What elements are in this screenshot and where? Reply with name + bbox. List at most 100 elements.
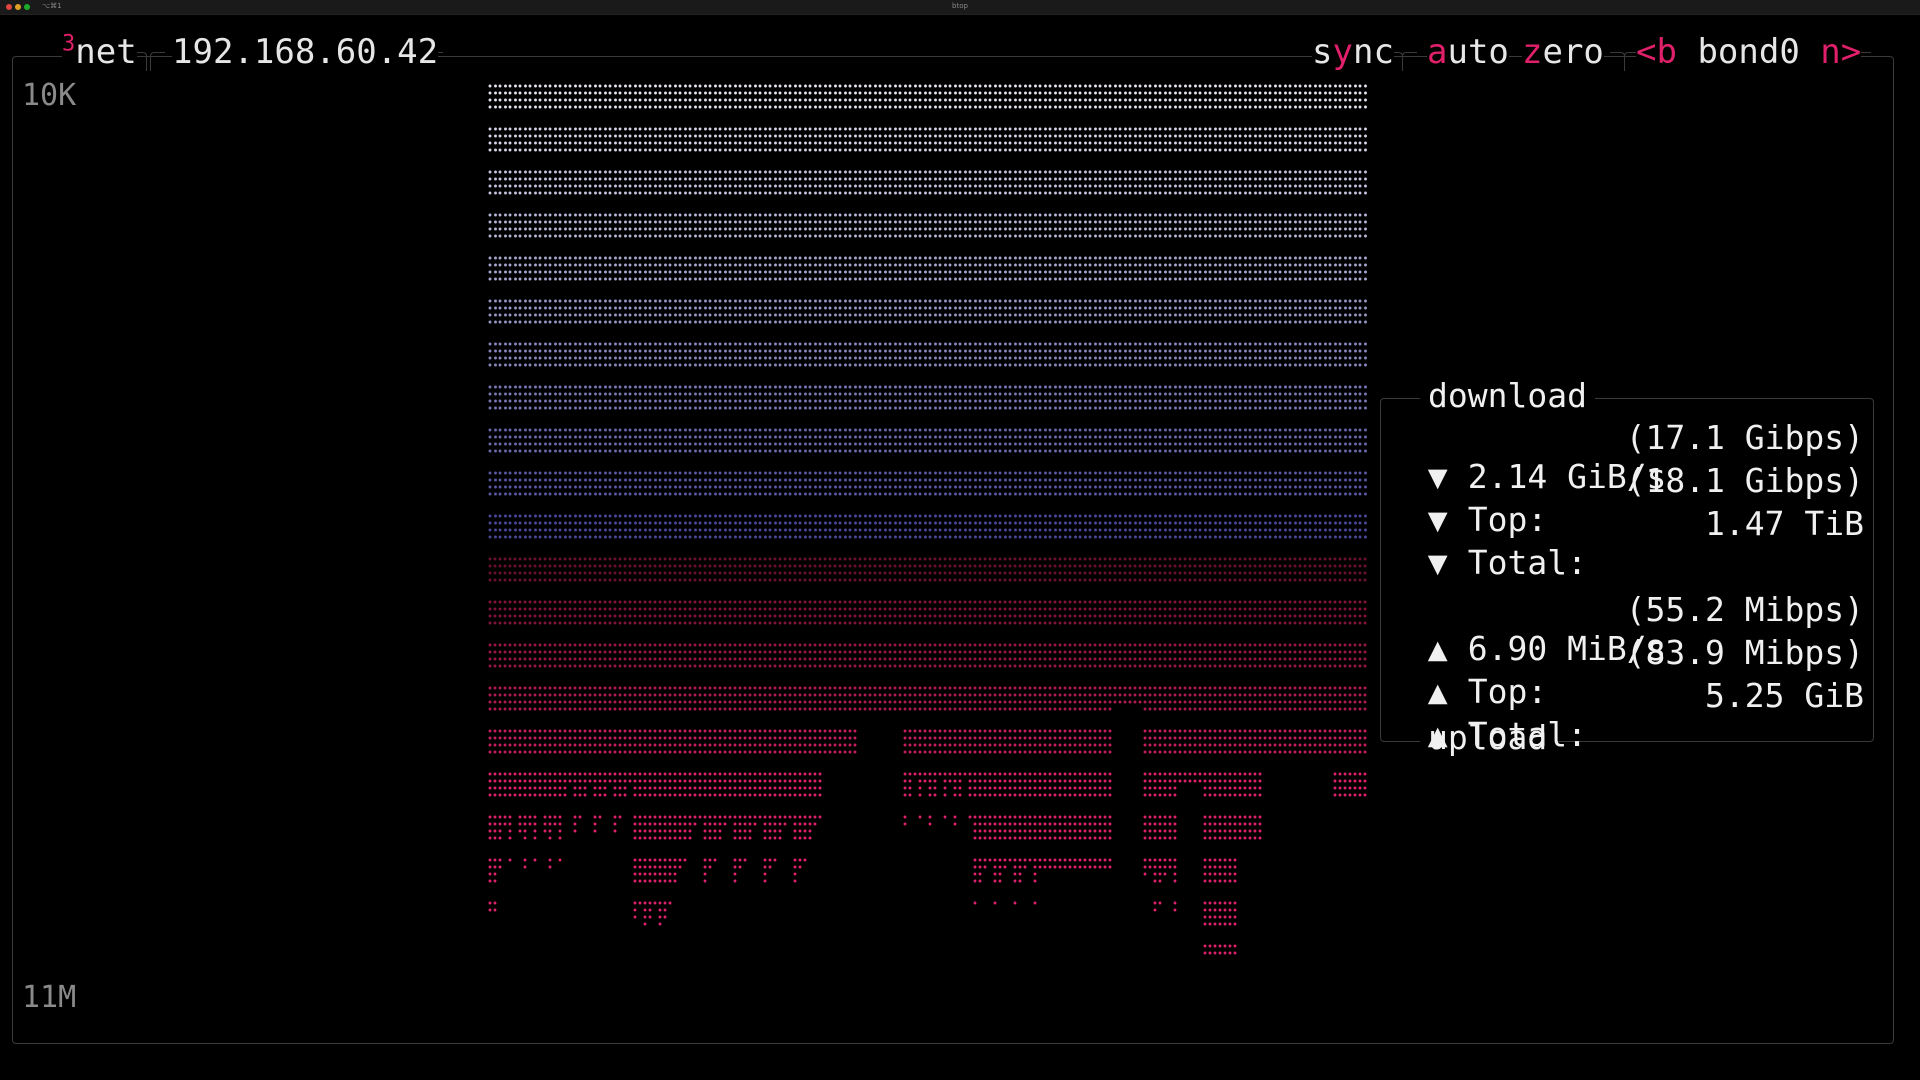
graph-dot xyxy=(1199,171,1202,174)
prev-interface-button[interactable]: <b xyxy=(1636,32,1677,72)
graph-dot xyxy=(814,321,817,324)
graph-dot xyxy=(769,135,772,138)
graph-dot xyxy=(619,264,622,267)
graph-dot xyxy=(1114,235,1117,238)
graph-dot xyxy=(884,142,887,145)
graph-dot xyxy=(529,99,532,102)
graph-dot xyxy=(924,214,927,217)
graph-dot xyxy=(1039,357,1042,360)
graph-dot xyxy=(1324,128,1327,131)
graph-dot xyxy=(1334,321,1337,324)
graph-dot xyxy=(489,364,492,367)
graph-dot xyxy=(1214,307,1217,310)
graph-dot xyxy=(614,185,617,188)
graph-dot xyxy=(604,264,607,267)
graph-dot xyxy=(704,221,707,224)
graph-dot xyxy=(1049,257,1052,260)
graph-dot xyxy=(584,128,587,131)
minimize-window-button[interactable] xyxy=(15,4,21,10)
graph-dot xyxy=(834,278,837,281)
graph-dot xyxy=(1184,178,1187,181)
next-interface-button[interactable]: n> xyxy=(1820,32,1861,72)
graph-dot xyxy=(549,271,552,274)
graph-dot xyxy=(1354,264,1357,267)
graph-dot xyxy=(1109,221,1112,224)
graph-dot xyxy=(1119,128,1122,131)
graph-dot xyxy=(904,128,907,131)
graph-dot xyxy=(889,185,892,188)
graph-dot xyxy=(584,307,587,310)
graph-dot xyxy=(1319,343,1322,346)
graph-dot xyxy=(1064,214,1067,217)
graph-dot xyxy=(1174,149,1177,152)
graph-dot xyxy=(499,149,502,152)
graph-dot xyxy=(809,106,812,109)
graph-dot xyxy=(1184,92,1187,95)
graph-dot xyxy=(884,350,887,353)
graph-dot xyxy=(1259,149,1262,152)
graph-dot xyxy=(1149,106,1152,109)
graph-dot xyxy=(1059,221,1062,224)
graph-dot xyxy=(749,92,752,95)
graph-dot xyxy=(714,99,717,102)
graph-dot xyxy=(1104,171,1107,174)
graph-dot xyxy=(1044,228,1047,231)
graph-dot xyxy=(584,300,587,303)
graph-dot xyxy=(1064,149,1067,152)
graph-dot xyxy=(649,314,652,317)
graph-dot xyxy=(834,357,837,360)
graph-dot xyxy=(679,314,682,317)
graph-dot xyxy=(989,192,992,195)
graph-dot xyxy=(824,357,827,360)
graph-dot xyxy=(834,106,837,109)
graph-dot xyxy=(739,171,742,174)
sync-toggle[interactable]: sync xyxy=(1312,30,1394,74)
graph-dot xyxy=(639,171,642,174)
graph-dot xyxy=(589,228,592,231)
graph-dot xyxy=(1344,99,1347,102)
graph-dot xyxy=(489,128,492,131)
graph-dot xyxy=(1209,357,1212,360)
graph-dot xyxy=(949,142,952,145)
graph-dot xyxy=(1069,364,1072,367)
graph-dot xyxy=(1139,271,1142,274)
graph-dot xyxy=(674,364,677,367)
graph-dot xyxy=(1044,343,1047,346)
graph-dot xyxy=(694,307,697,310)
graph-dot xyxy=(674,171,677,174)
graph-dot xyxy=(1049,321,1052,324)
graph-dot xyxy=(1269,106,1272,109)
zero-toggle[interactable]: zero xyxy=(1522,30,1604,74)
graph-dot xyxy=(919,314,922,317)
graph-dot xyxy=(1364,278,1367,281)
graph-dot xyxy=(1129,171,1132,174)
graph-dot xyxy=(634,307,637,310)
graph-dot xyxy=(509,135,512,138)
graph-dot xyxy=(984,128,987,131)
graph-dot xyxy=(699,185,702,188)
graph-dot xyxy=(664,214,667,217)
graph-dot xyxy=(949,235,952,238)
graph-dot xyxy=(1224,221,1227,224)
graph-dot xyxy=(1184,357,1187,360)
graph-dot xyxy=(1009,257,1012,260)
graph-dot xyxy=(679,228,682,231)
panel-title[interactable]: 3net xyxy=(62,30,137,74)
zoom-window-button[interactable] xyxy=(24,4,30,10)
graph-dot xyxy=(759,128,762,131)
graph-dot xyxy=(759,271,762,274)
graph-dot xyxy=(1274,106,1277,109)
graph-dot xyxy=(1339,307,1342,310)
graph-dot xyxy=(1364,214,1367,217)
graph-dot xyxy=(994,221,997,224)
auto-toggle[interactable]: auto xyxy=(1427,30,1509,74)
graph-dot xyxy=(1324,135,1327,138)
graph-dot xyxy=(879,314,882,317)
graph-dot xyxy=(1059,128,1062,131)
graph-dot xyxy=(1314,142,1317,145)
graph-dot xyxy=(764,128,767,131)
graph-dot xyxy=(519,92,522,95)
close-window-button[interactable] xyxy=(6,4,12,10)
graph-dot xyxy=(914,214,917,217)
graph-dot xyxy=(584,106,587,109)
